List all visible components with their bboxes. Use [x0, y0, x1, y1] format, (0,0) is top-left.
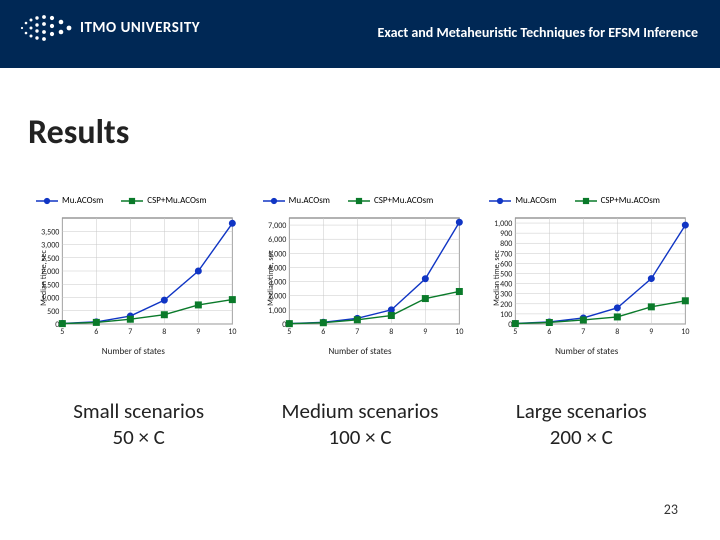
svg-text:500: 500: [501, 270, 513, 280]
logo-dots-icon: [18, 14, 72, 42]
legend-label: Mu.ACOsm: [62, 195, 103, 206]
page-number: 23: [664, 501, 678, 518]
svg-text:8: 8: [616, 327, 620, 337]
svg-text:100: 100: [501, 310, 513, 320]
chart-svg: 01002003004005006007008009001,000 5 6 7 8 9 10: [481, 212, 692, 344]
legend-item: CSP+Mu.ACOsm: [348, 195, 433, 206]
legend-label: Mu.ACOsm: [515, 195, 556, 206]
legend-swatch-icon: [575, 197, 597, 205]
legend-label: CSP+Mu.ACOsm: [147, 195, 206, 206]
svg-text:6: 6: [321, 327, 325, 337]
legend-item: Mu.ACOsm: [36, 195, 103, 206]
svg-text:500: 500: [47, 307, 59, 317]
svg-text:1,000: 1,000: [268, 306, 286, 316]
x-axis-label: Number of states: [28, 346, 239, 357]
chart-legend: Mu.ACOsm CSP+Mu.ACOsm: [255, 195, 466, 206]
svg-text:5: 5: [60, 327, 64, 337]
slide: ITMO UNIVERSITY Exact and Metaheuristic …: [0, 0, 720, 540]
caption-line1: Large scenarios: [471, 398, 692, 424]
svg-text:6: 6: [548, 327, 552, 337]
svg-text:400: 400: [501, 280, 513, 290]
legend-swatch-icon: [121, 197, 143, 205]
svg-text:7: 7: [582, 327, 586, 337]
legend-label: Mu.ACOsm: [289, 195, 330, 206]
caption-line1: Medium scenarios: [249, 398, 470, 424]
legend-label: CSP+Mu.ACOsm: [374, 195, 433, 206]
header-band: ITMO UNIVERSITY Exact and Metaheuristic …: [0, 0, 720, 68]
svg-text:7: 7: [128, 327, 132, 337]
svg-text:300: 300: [501, 290, 513, 300]
chart-svg: 05001,0001,5002,0002,5003,0003,500567891…: [28, 212, 239, 344]
legend-swatch-icon: [348, 197, 370, 205]
y-axis-label: Median time, sec: [39, 250, 49, 306]
svg-text:9: 9: [650, 327, 654, 337]
svg-text:8: 8: [162, 327, 166, 337]
x-axis-label: Number of states: [481, 346, 692, 357]
svg-text:6: 6: [94, 327, 98, 337]
chart-panel: Mu.ACOsm CSP+Mu.ACOsm Median time, sec 0…: [255, 195, 466, 357]
chart-caption: Small scenarios 50 × C: [28, 398, 249, 451]
legend-item: Mu.ACOsm: [489, 195, 556, 206]
svg-text:10: 10: [455, 327, 463, 337]
legend-swatch-icon: [36, 197, 58, 205]
svg-text:0: 0: [509, 320, 513, 330]
logo: ITMO UNIVERSITY: [18, 14, 200, 42]
svg-text:10: 10: [682, 327, 690, 337]
chart-panel: Mu.ACOsm CSP+Mu.ACOsm Median time, sec 0…: [28, 195, 239, 357]
caption-line1: Small scenarios: [28, 398, 249, 424]
section-title: Results: [28, 112, 129, 153]
svg-text:0: 0: [55, 320, 59, 330]
x-axis-label: Number of states: [255, 346, 466, 357]
svg-text:700: 700: [501, 249, 513, 259]
caption-line2: 200 × C: [471, 424, 692, 450]
chart-legend: Mu.ACOsm CSP+Mu.ACOsm: [481, 195, 692, 206]
svg-text:9: 9: [196, 327, 200, 337]
svg-text:5: 5: [287, 327, 291, 337]
chart-plot: Median time, sec 05001,0001,5002,0002,50…: [28, 212, 239, 344]
legend-label: CSP+Mu.ACOsm: [601, 195, 660, 206]
svg-text:10: 10: [228, 327, 236, 337]
svg-text:600: 600: [501, 259, 513, 269]
svg-text:6,000: 6,000: [268, 235, 286, 245]
svg-text:9: 9: [423, 327, 427, 337]
svg-text:800: 800: [501, 239, 513, 249]
logo-text: ITMO UNIVERSITY: [80, 19, 200, 37]
chart-caption: Large scenarios 200 × C: [471, 398, 692, 451]
svg-text:7: 7: [355, 327, 359, 337]
svg-text:3,500: 3,500: [41, 227, 59, 237]
legend-item: CSP+Mu.ACOsm: [121, 195, 206, 206]
chart-svg: 01,0002,0003,0004,0005,0006,0007,0005678…: [255, 212, 466, 344]
svg-text:1,000: 1,000: [494, 219, 512, 229]
chart-caption: Medium scenarios 100 × C: [249, 398, 470, 451]
caption-line2: 100 × C: [249, 424, 470, 450]
chart-legend: Mu.ACOsm CSP+Mu.ACOsm: [28, 195, 239, 206]
svg-text:7,000: 7,000: [268, 221, 286, 231]
svg-text:5: 5: [514, 327, 518, 337]
y-axis-label: Median time, sec: [266, 250, 276, 306]
chart-plot: Median time, sec 01,0002,0003,0004,0005,…: [255, 212, 466, 344]
svg-text:900: 900: [501, 229, 513, 239]
svg-text:200: 200: [501, 300, 513, 310]
caption-line2: 50 × C: [28, 424, 249, 450]
legend-item: Mu.ACOsm: [263, 195, 330, 206]
chart-plot: Median time, sec 01002003004005006007008…: [481, 212, 692, 344]
captions-row: Small scenarios 50 × CMedium scenarios 1…: [28, 398, 692, 451]
y-axis-label: Median time, sec: [492, 250, 502, 306]
charts-row: Mu.ACOsm CSP+Mu.ACOsm Median time, sec 0…: [28, 195, 692, 357]
chart-panel: Mu.ACOsm CSP+Mu.ACOsm Median time, sec 0…: [481, 195, 692, 357]
legend-swatch-icon: [263, 197, 285, 205]
legend-item: CSP+Mu.ACOsm: [575, 195, 660, 206]
svg-text:0: 0: [282, 320, 286, 330]
header-title: Exact and Metaheuristic Techniques for E…: [378, 24, 698, 41]
svg-text:8: 8: [389, 327, 393, 337]
legend-swatch-icon: [489, 197, 511, 205]
